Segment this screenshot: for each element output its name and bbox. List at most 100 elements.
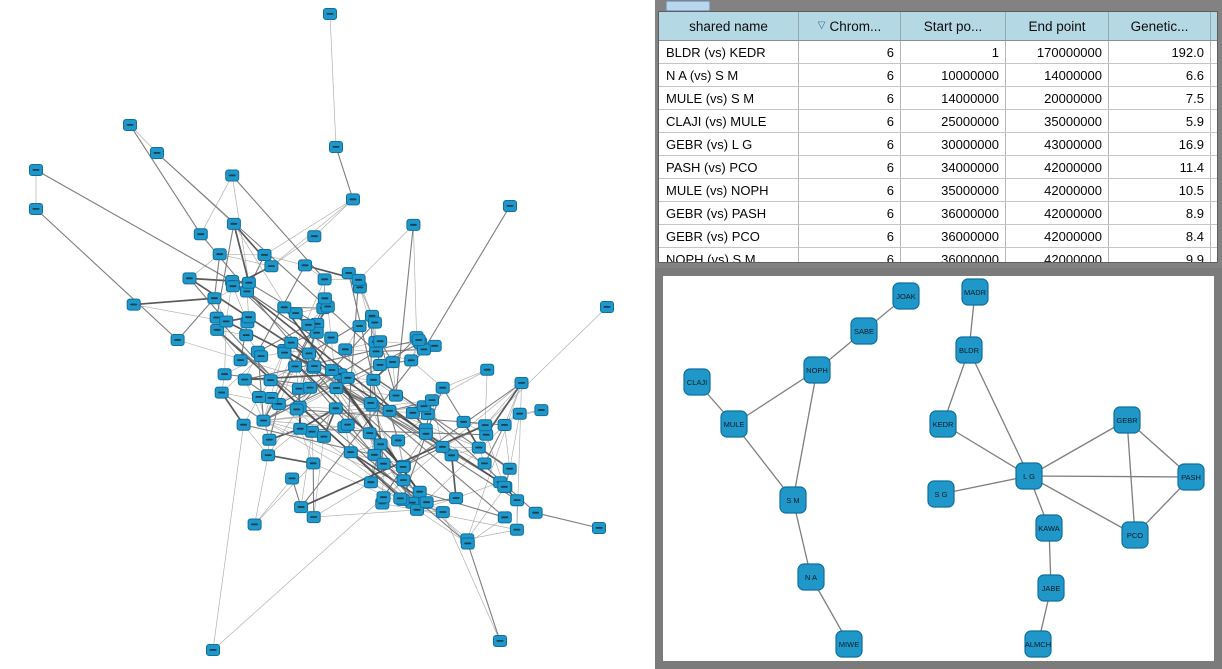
network-node[interactable] — [510, 494, 525, 507]
network-node[interactable] — [226, 217, 241, 230]
network-node[interactable] — [207, 292, 222, 305]
network-node[interactable] — [396, 474, 411, 487]
table-row[interactable]: BLDR (vs) KEDR 6 1 170000000 192.0 — [659, 41, 1217, 64]
network-node[interactable] — [219, 315, 234, 328]
network-node[interactable] — [317, 273, 332, 286]
scroll-thumb[interactable] — [666, 1, 710, 11]
table-row[interactable]: PASH (vs) PCO 6 34000000 42000000 11.4 — [659, 156, 1217, 179]
network-node[interactable] — [277, 301, 292, 314]
table-cell[interactable]: CLAJI (vs) MULE — [659, 110, 799, 132]
table-cell[interactable]: PASH (vs) PCO — [659, 156, 799, 178]
network-node[interactable] — [418, 427, 433, 440]
network-node[interactable] — [369, 345, 384, 358]
network-edge[interactable] — [1028, 475, 1136, 536]
network-node[interactable] — [404, 354, 419, 367]
network-node[interactable] — [316, 430, 331, 443]
network-node[interactable] — [497, 511, 512, 524]
table-cell[interactable]: 6 — [799, 41, 901, 63]
network-node[interactable] — [291, 382, 306, 395]
network-node[interactable] — [416, 343, 431, 356]
network-node[interactable] — [329, 382, 344, 395]
network-node[interactable] — [477, 457, 492, 470]
table-cell[interactable]: 8.9 — [1109, 202, 1211, 224]
table-cell[interactable]: 6.6 — [1109, 64, 1211, 86]
filter-icon[interactable]: ▽ — [817, 20, 826, 31]
network-node[interactable] — [210, 323, 225, 336]
network-edge[interactable] — [968, 349, 1030, 477]
network-node[interactable] — [385, 356, 400, 369]
network-node[interactable] — [340, 418, 355, 431]
table-cell[interactable]: 42000000 — [1006, 248, 1109, 262]
network-node[interactable] — [406, 218, 421, 231]
network-node[interactable] — [534, 404, 549, 417]
network-node[interactable]: KEDR — [929, 410, 957, 438]
network-node[interactable] — [373, 359, 387, 371]
network-node[interactable] — [367, 448, 382, 461]
network-node[interactable] — [509, 523, 524, 536]
network-node[interactable] — [150, 147, 164, 159]
network-node[interactable]: MIWE — [835, 630, 863, 658]
network-node[interactable] — [382, 404, 397, 417]
table-cell[interactable]: 9.9 — [1109, 248, 1211, 262]
network-node[interactable]: GEBR — [1113, 406, 1141, 434]
network-node[interactable] — [206, 644, 220, 656]
network-node[interactable] — [514, 377, 529, 389]
network-edge[interactable] — [733, 369, 818, 425]
network-node[interactable] — [307, 360, 322, 373]
network-node[interactable] — [449, 492, 464, 505]
network-node[interactable] — [262, 433, 277, 446]
table-cell[interactable]: MULE (vs) NOPH — [659, 179, 799, 201]
network-node[interactable] — [288, 360, 303, 373]
table-cell[interactable]: 14000000 — [1006, 64, 1109, 86]
network-node[interactable] — [373, 438, 388, 451]
network-node[interactable] — [323, 8, 337, 20]
network-node[interactable] — [126, 298, 141, 311]
network-node[interactable] — [343, 446, 358, 459]
network-node[interactable] — [329, 141, 343, 153]
network-node[interactable] — [324, 331, 339, 344]
network-node[interactable] — [277, 346, 292, 359]
table-cell[interactable]: 25000000 — [901, 110, 1006, 132]
table-cell[interactable]: 192.0 — [1109, 41, 1211, 63]
network-node[interactable] — [600, 301, 614, 313]
table-row[interactable]: N A (vs) S M 6 10000000 14000000 6.6 — [659, 64, 1217, 87]
network-node[interactable] — [237, 373, 252, 386]
network-node[interactable] — [328, 402, 343, 415]
table-cell[interactable]: 36000000 — [901, 202, 1006, 224]
network-node[interactable] — [363, 476, 378, 489]
network-node[interactable]: PASH — [1177, 463, 1205, 491]
network-node[interactable] — [346, 193, 360, 206]
network-node[interactable] — [512, 407, 527, 420]
network-node[interactable] — [306, 457, 321, 470]
table-cell[interactable]: 20000000 — [1006, 87, 1109, 109]
network-node[interactable] — [254, 350, 269, 363]
table-cell[interactable]: 35000000 — [901, 179, 1006, 201]
column-header[interactable]: shared name — [659, 12, 799, 40]
table-cell[interactable]: 6 — [799, 248, 901, 262]
network-node[interactable] — [29, 164, 43, 176]
network-node[interactable] — [363, 397, 378, 409]
table-cell[interactable]: 30000000 — [901, 133, 1006, 155]
network-node[interactable] — [352, 320, 367, 333]
table-cell[interactable]: 34000000 — [901, 156, 1006, 178]
table-cell[interactable]: 42000000 — [1006, 156, 1109, 178]
network-node[interactable]: KAWA — [1035, 514, 1063, 542]
network-node[interactable] — [302, 347, 316, 360]
network-node[interactable] — [294, 501, 309, 514]
table-cell[interactable]: NOPH (vs) S M — [659, 248, 799, 262]
network-node[interactable] — [170, 334, 185, 346]
network-node[interactable] — [307, 230, 322, 243]
network-node[interactable]: N A — [797, 563, 825, 591]
network-node[interactable] — [480, 363, 495, 376]
table-cell[interactable]: 36000000 — [901, 225, 1006, 247]
network-node[interactable] — [288, 307, 303, 320]
network-node[interactable] — [376, 491, 391, 504]
network-node[interactable] — [493, 635, 507, 647]
network-edge[interactable] — [940, 475, 1030, 495]
network-node[interactable] — [239, 329, 254, 342]
network-node[interactable] — [236, 418, 251, 431]
table-cell[interactable]: 42000000 — [1006, 202, 1109, 224]
table-row[interactable]: NOPH (vs) S M 6 36000000 42000000 9.9 — [659, 248, 1217, 262]
network-node[interactable] — [252, 391, 266, 403]
network-node[interactable] — [284, 336, 299, 349]
